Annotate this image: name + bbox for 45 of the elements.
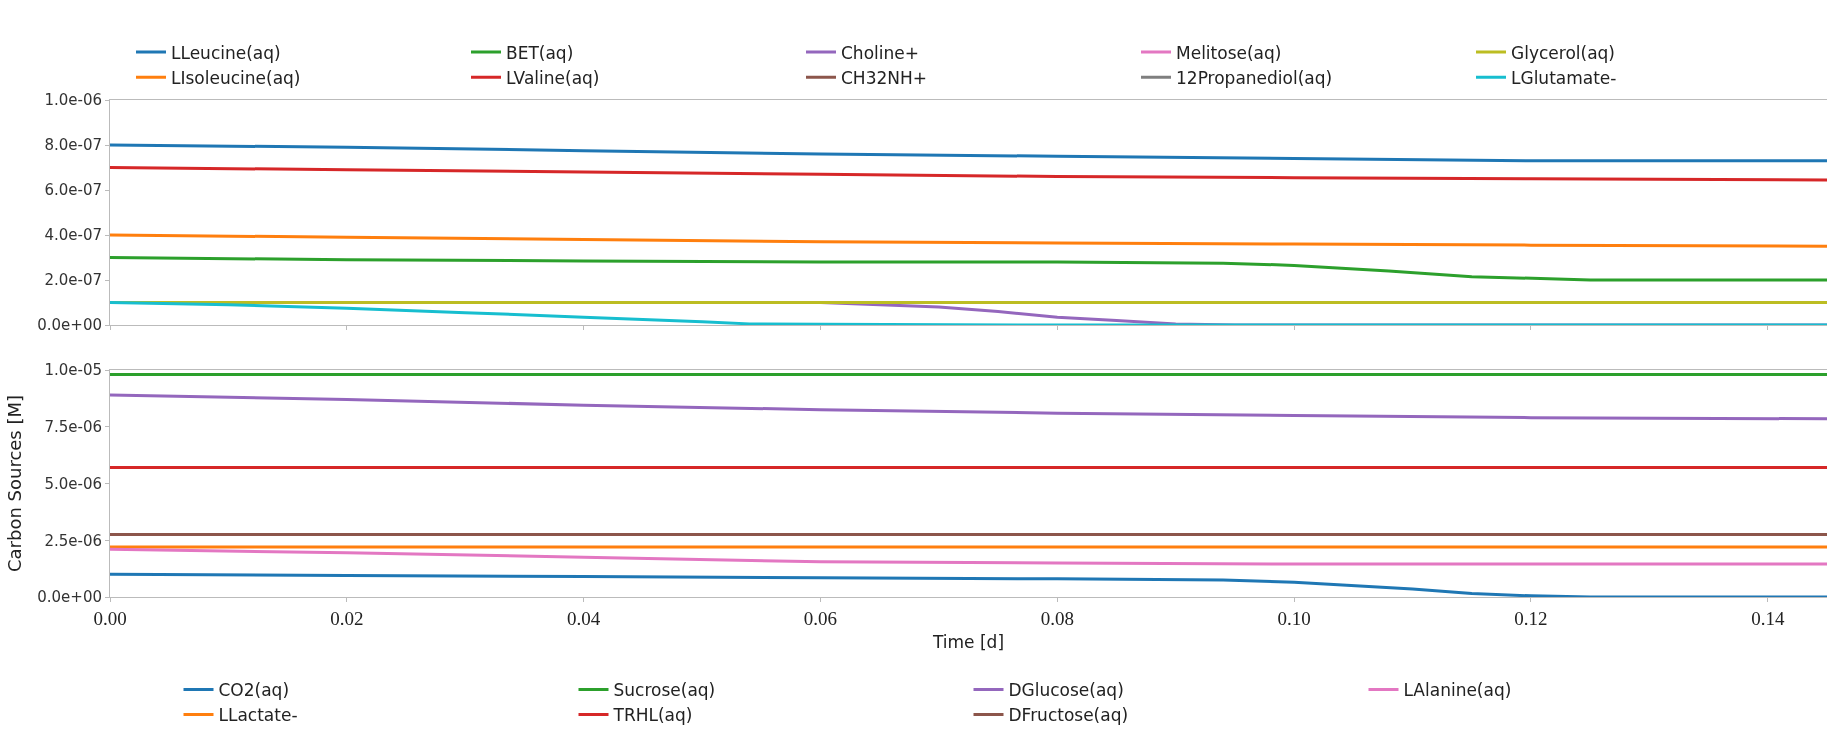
y-tick-label: 2.0e-07 xyxy=(44,271,102,290)
legend-label: CH32NH+ xyxy=(841,67,928,88)
legend-label: Sucrose(aq) xyxy=(613,680,716,701)
legend-label: CO2(aq) xyxy=(218,680,290,701)
x-tick-label: 0.12 xyxy=(1514,607,1548,629)
legend-label: DGlucose(aq) xyxy=(1008,680,1124,701)
legend-label: Glycerol(aq) xyxy=(1511,42,1615,63)
y-tick-label: 0.0e+00 xyxy=(37,588,102,607)
y-tick-label: 8.0e-07 xyxy=(44,136,102,155)
line-series xyxy=(110,233,1827,248)
legend-label: DFructose(aq) xyxy=(1008,705,1129,726)
legend-label: Melitose(aq) xyxy=(1176,42,1282,63)
y-tick-label: 1.0e-05 xyxy=(44,361,102,380)
legend-label: Choline+ xyxy=(841,42,919,63)
y-tick-label: 4.0e-07 xyxy=(44,226,102,245)
x-tick-label: 0.06 xyxy=(803,607,838,629)
y-tick-label: 6.0e-07 xyxy=(44,181,102,200)
y-tick-label: 5.0e-06 xyxy=(44,474,102,493)
y-tick-label: 2.5e-06 xyxy=(44,531,102,550)
line-series xyxy=(110,572,1827,597)
y-tick-label: 7.5e-06 xyxy=(44,418,102,436)
x-tick-label: 0.02 xyxy=(330,607,364,629)
y-tick-label: 1.0e-06 xyxy=(44,91,102,110)
legend-label: LGlutamate- xyxy=(1511,67,1617,88)
legend-label: BET(aq) xyxy=(506,42,574,63)
legend-label: TRHL(aq) xyxy=(612,705,693,726)
line-series xyxy=(110,166,1827,182)
legend-label: 12Propanediol(aq) xyxy=(1176,67,1333,88)
x-tick-label: 0.04 xyxy=(567,607,601,629)
line-series xyxy=(110,143,1827,163)
legend-label: LLeucine(aq) xyxy=(171,42,281,63)
legend-label: LIsoleucine(aq) xyxy=(171,67,301,88)
x-tick-label: 0.10 xyxy=(1277,607,1311,629)
y-tick-label: 0.0e+00 xyxy=(37,316,102,335)
legend-label: LAlanine(aq) xyxy=(1403,680,1512,701)
x-tick-label: 0.00 xyxy=(93,607,127,629)
x-tick-label: 0.08 xyxy=(1040,607,1074,629)
line-series xyxy=(110,256,1827,282)
y-axis-title: Carbon Sources [M] xyxy=(4,394,26,573)
x-tick-label: 0.14 xyxy=(1751,607,1785,629)
x-axis-title: Time [d] xyxy=(931,632,1005,653)
legend-label: LValine(aq) xyxy=(506,67,600,88)
line-series xyxy=(110,393,1827,421)
line-series xyxy=(110,547,1827,566)
legend-label: LLactate- xyxy=(218,705,298,726)
